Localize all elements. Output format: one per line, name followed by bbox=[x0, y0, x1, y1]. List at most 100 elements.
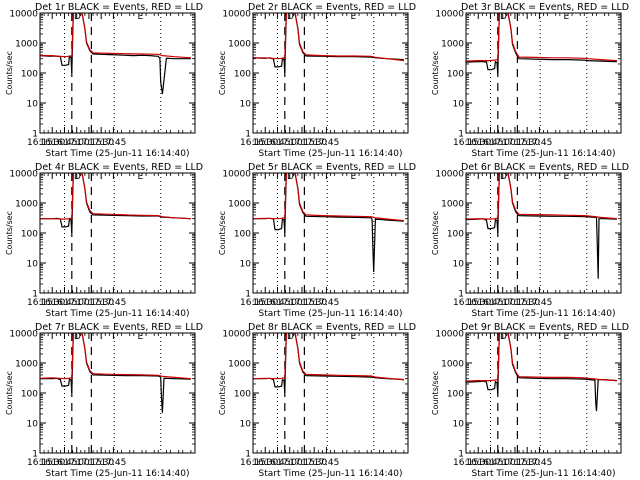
panel-8: Det 8r BLACK = Events, RED = LLD 1 10 100 10… bbox=[218, 322, 416, 479]
x-tick-label: 16:30 bbox=[39, 458, 65, 468]
y-tick-label: 1 bbox=[32, 290, 38, 300]
y-axis-label: Counts/sec bbox=[5, 371, 14, 415]
y-tick-label: 10000 bbox=[435, 170, 464, 180]
y-tick-label: 10 bbox=[240, 420, 252, 430]
annotation-label: E bbox=[137, 12, 143, 22]
y-tick-label: 1000 bbox=[441, 40, 464, 50]
y-axis-label: Counts/sec bbox=[431, 51, 440, 95]
y-tick-label: 1 bbox=[245, 290, 251, 300]
x-tick-label: 16:15 bbox=[453, 138, 479, 148]
series-line-lld bbox=[40, 13, 191, 59]
y-tick-label: 10000 bbox=[9, 170, 38, 180]
panel-9: Det 9r BLACK = Events, RED = LLD 1 10 100 10… bbox=[431, 322, 629, 479]
x-tick-label: 17:00 bbox=[277, 138, 303, 148]
x-tick-label: 17:30 bbox=[88, 138, 114, 148]
x-tick-label: 17:00 bbox=[490, 298, 516, 308]
y-tick-label: 10 bbox=[453, 420, 465, 430]
panel-title: Det 8r BLACK = Events, RED = LLD bbox=[248, 322, 416, 333]
x-axis-label: Start Time (25-Jun-11 16:14:40) bbox=[259, 469, 403, 479]
y-tick-label: 10000 bbox=[222, 10, 251, 20]
series-line-lld bbox=[466, 173, 617, 220]
x-tick-label: 17:30 bbox=[301, 298, 327, 308]
x-tick-label: 17:45 bbox=[313, 458, 339, 468]
annotation-label: E bbox=[563, 172, 569, 182]
series-line-events bbox=[253, 333, 404, 394]
y-tick-label: 1000 bbox=[441, 200, 464, 210]
y-tick-label: 1000 bbox=[15, 40, 38, 50]
series-line-events bbox=[466, 333, 617, 412]
series-line-events bbox=[466, 13, 617, 75]
y-axis-label: Counts/sec bbox=[218, 51, 227, 95]
x-tick-label: 16:30 bbox=[252, 298, 278, 308]
annotation-label: E bbox=[563, 332, 569, 342]
x-axis-label: Start Time (25-Jun-11 16:14:40) bbox=[472, 469, 616, 479]
series-line-lld bbox=[466, 333, 617, 382]
x-axis-label: Start Time (25-Jun-11 16:14:40) bbox=[472, 149, 616, 159]
annotation-label: D bbox=[287, 172, 294, 182]
x-tick-label: 16:30 bbox=[465, 138, 491, 148]
panel-title: Det 6r BLACK = Events, RED = LLD bbox=[461, 162, 629, 173]
y-tick-label: 10 bbox=[453, 100, 465, 110]
annotation-label: E bbox=[350, 172, 356, 182]
x-tick-label: 17:00 bbox=[277, 298, 303, 308]
x-tick-label: 17:45 bbox=[526, 458, 552, 468]
y-tick-label: 1000 bbox=[15, 200, 38, 210]
y-axis-label: Counts/sec bbox=[5, 51, 14, 95]
series-line-events bbox=[40, 173, 191, 234]
annotation-label: D bbox=[287, 332, 294, 342]
y-tick-label: 100 bbox=[234, 70, 251, 80]
y-tick-label: 100 bbox=[234, 230, 251, 240]
panel-title: Det 3r BLACK = Events, RED = LLD bbox=[461, 2, 629, 13]
x-tick-label: 16:45 bbox=[265, 298, 291, 308]
series-line-events bbox=[253, 13, 404, 74]
y-tick-label: 10000 bbox=[222, 170, 251, 180]
x-tick-label: 17:45 bbox=[100, 298, 126, 308]
series-line-events bbox=[466, 173, 617, 279]
x-tick-label: 17:45 bbox=[100, 138, 126, 148]
y-axis-label: Counts/sec bbox=[431, 211, 440, 255]
annotation-label: E bbox=[137, 172, 143, 182]
x-tick-label: 16:45 bbox=[265, 458, 291, 468]
x-axis-label: Start Time (25-Jun-11 16:14:40) bbox=[46, 309, 190, 319]
y-tick-label: 10 bbox=[27, 260, 39, 270]
panel-3: Det 3r BLACK = Events, RED = LLD 1 10 100 10… bbox=[431, 2, 629, 159]
x-tick-label: 16:15 bbox=[240, 458, 266, 468]
x-tick-label: 17:30 bbox=[88, 298, 114, 308]
x-tick-label: 17:30 bbox=[514, 298, 540, 308]
annotation-label: D bbox=[287, 12, 294, 22]
y-tick-label: 1 bbox=[458, 450, 464, 460]
panel-title: Det 7r BLACK = Events, RED = LLD bbox=[35, 322, 203, 333]
annotation-label: D bbox=[500, 332, 507, 342]
y-tick-label: 1000 bbox=[228, 200, 251, 210]
x-tick-label: 16:45 bbox=[265, 138, 291, 148]
annotation-label: D bbox=[74, 172, 81, 182]
panel-5: Det 5r BLACK = Events, RED = LLD 1 10 100 10… bbox=[218, 162, 416, 319]
series-line-lld bbox=[40, 173, 191, 220]
panel-title: Det 9r BLACK = Events, RED = LLD bbox=[461, 322, 629, 333]
plot-frame bbox=[465, 12, 622, 134]
annotation-label: E bbox=[563, 12, 569, 22]
x-tick-label: 16:15 bbox=[27, 298, 53, 308]
y-tick-label: 1000 bbox=[15, 360, 38, 370]
y-tick-label: 1 bbox=[32, 130, 38, 140]
x-axis-label: Start Time (25-Jun-11 16:14:40) bbox=[46, 149, 190, 159]
y-tick-label: 10 bbox=[240, 100, 252, 110]
panel-1: Det 1r BLACK = Events, RED = LLD 1 10 100 10… bbox=[5, 2, 203, 159]
x-tick-label: 16:30 bbox=[252, 458, 278, 468]
x-tick-label: 17:45 bbox=[313, 298, 339, 308]
annotation-label: D bbox=[500, 12, 507, 22]
x-tick-label: 16:45 bbox=[478, 138, 504, 148]
y-tick-label: 10000 bbox=[435, 10, 464, 20]
annotation-label: D bbox=[74, 12, 81, 22]
x-tick-label: 17:00 bbox=[490, 138, 516, 148]
y-tick-label: 1 bbox=[458, 130, 464, 140]
x-axis-label: Start Time (25-Jun-11 16:14:40) bbox=[46, 469, 190, 479]
series-line-lld bbox=[466, 13, 617, 62]
x-tick-label: 17:30 bbox=[514, 138, 540, 148]
y-axis-label: Counts/sec bbox=[218, 211, 227, 255]
x-tick-label: 17:15 bbox=[76, 458, 102, 468]
y-tick-label: 100 bbox=[21, 230, 38, 240]
panel-title: Det 2r BLACK = Events, RED = LLD bbox=[248, 2, 416, 13]
x-axis-label: Start Time (25-Jun-11 16:14:40) bbox=[259, 149, 403, 159]
